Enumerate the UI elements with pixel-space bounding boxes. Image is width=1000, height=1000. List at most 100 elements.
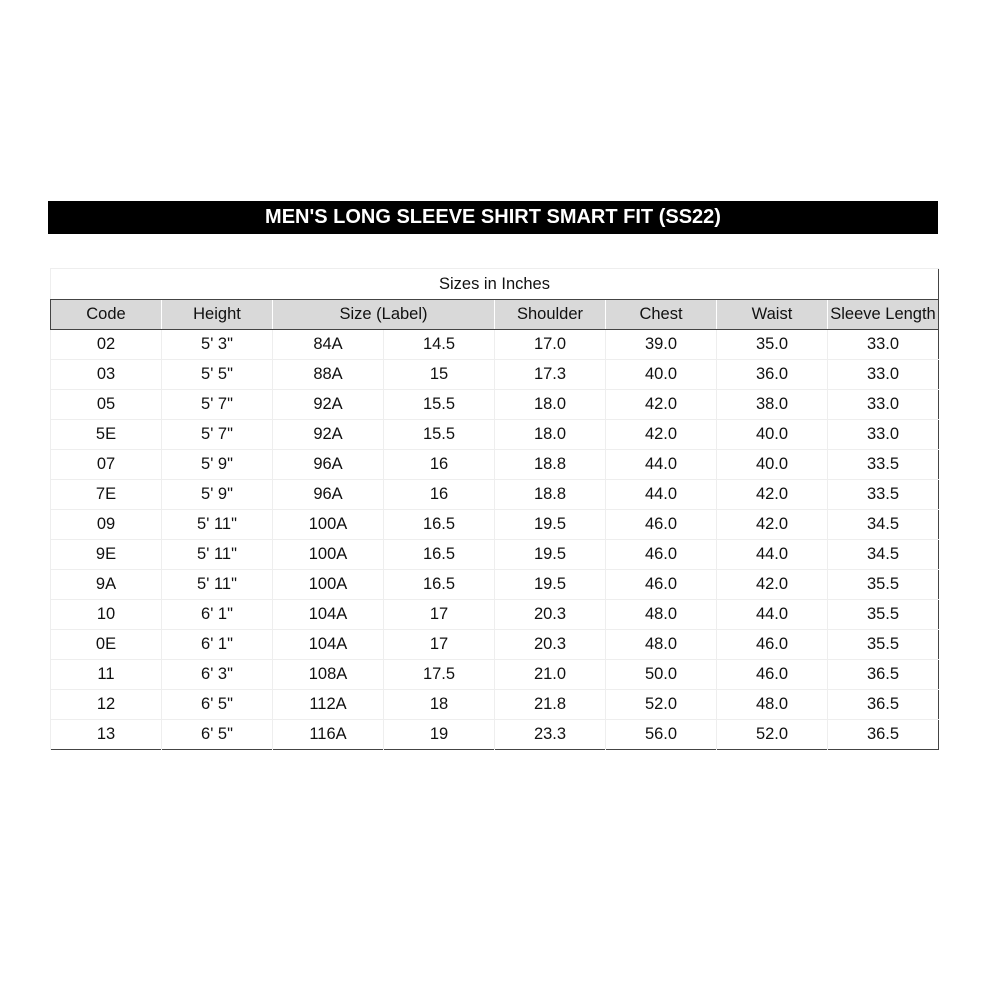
cell-size-label: 104A <box>272 629 384 660</box>
cell-code: 10 <box>50 599 162 630</box>
cell-size-label: 96A <box>272 479 384 510</box>
cell-waist: 40.0 <box>716 449 828 480</box>
chart-title: MEN'S LONG SLEEVE SHIRT SMART FIT (SS22) <box>48 201 938 234</box>
cell-sleeve-length: 33.0 <box>827 419 939 450</box>
cell-size-label: 100A <box>272 569 384 600</box>
cell-waist: 52.0 <box>716 719 828 750</box>
cell-size-number: 16.5 <box>383 569 495 600</box>
cell-code: 02 <box>50 329 162 360</box>
cell-size-label: 108A <box>272 659 384 690</box>
cell-chest: 44.0 <box>605 479 717 510</box>
cell-code: 13 <box>50 719 162 750</box>
cell-shoulder: 20.3 <box>494 629 606 660</box>
cell-sleeve-length: 33.0 <box>827 359 939 390</box>
header-code: Code <box>50 299 162 330</box>
cell-shoulder: 20.3 <box>494 599 606 630</box>
cell-chest: 46.0 <box>605 569 717 600</box>
cell-height: 5' 9" <box>161 479 273 510</box>
cell-waist: 38.0 <box>716 389 828 420</box>
cell-sleeve-length: 33.0 <box>827 389 939 420</box>
cell-size-label: 100A <box>272 539 384 570</box>
cell-size-label: 116A <box>272 719 384 750</box>
cell-shoulder: 19.5 <box>494 509 606 540</box>
cell-size-number: 15.5 <box>383 419 495 450</box>
cell-chest: 48.0 <box>605 629 717 660</box>
cell-height: 5' 7" <box>161 389 273 420</box>
cell-size-label: 112A <box>272 689 384 720</box>
cell-size-label: 84A <box>272 329 384 360</box>
cell-height: 6' 5" <box>161 719 273 750</box>
cell-shoulder: 23.3 <box>494 719 606 750</box>
table-row: 7E 5' 9" 96A 16 18.8 44.0 42.0 33.5 <box>50 479 939 510</box>
table-row: 12 6' 5" 112A 18 21.8 52.0 48.0 36.5 <box>50 689 939 720</box>
cell-shoulder: 18.0 <box>494 419 606 450</box>
cell-waist: 46.0 <box>716 659 828 690</box>
cell-sleeve-length: 33.5 <box>827 479 939 510</box>
cell-size-number: 17 <box>383 599 495 630</box>
cell-shoulder: 17.3 <box>494 359 606 390</box>
cell-height: 5' 9" <box>161 449 273 480</box>
cell-size-number: 16 <box>383 449 495 480</box>
cell-chest: 44.0 <box>605 449 717 480</box>
cell-size-number: 19 <box>383 719 495 750</box>
cell-chest: 40.0 <box>605 359 717 390</box>
cell-code: 12 <box>50 689 162 720</box>
cell-code: 05 <box>50 389 162 420</box>
cell-shoulder: 19.5 <box>494 569 606 600</box>
cell-waist: 40.0 <box>716 419 828 450</box>
table-header-row: Code Height Size (Label) Shoulder Chest … <box>50 299 939 330</box>
cell-waist: 42.0 <box>716 569 828 600</box>
cell-height: 6' 1" <box>161 629 273 660</box>
table-row: 10 6' 1" 104A 17 20.3 48.0 44.0 35.5 <box>50 599 939 630</box>
cell-waist: 44.0 <box>716 539 828 570</box>
header-height: Height <box>161 299 273 330</box>
table-row: 0E 6' 1" 104A 17 20.3 48.0 46.0 35.5 <box>50 629 939 660</box>
cell-height: 5' 11" <box>161 509 273 540</box>
cell-size-label: 100A <box>272 509 384 540</box>
cell-size-label: 92A <box>272 419 384 450</box>
cell-sleeve-length: 35.5 <box>827 629 939 660</box>
cell-shoulder: 18.8 <box>494 479 606 510</box>
cell-sleeve-length: 36.5 <box>827 689 939 720</box>
cell-waist: 36.0 <box>716 359 828 390</box>
cell-size-number: 18 <box>383 689 495 720</box>
cell-chest: 52.0 <box>605 689 717 720</box>
cell-sleeve-length: 36.5 <box>827 659 939 690</box>
cell-code: 0E <box>50 629 162 660</box>
cell-chest: 46.0 <box>605 509 717 540</box>
table-row: 02 5' 3" 84A 14.5 17.0 39.0 35.0 33.0 <box>50 329 939 360</box>
cell-height: 5' 5" <box>161 359 273 390</box>
cell-code: 7E <box>50 479 162 510</box>
table-row: 5E 5' 7" 92A 15.5 18.0 42.0 40.0 33.0 <box>50 419 939 450</box>
cell-waist: 35.0 <box>716 329 828 360</box>
cell-code: 09 <box>50 509 162 540</box>
cell-chest: 42.0 <box>605 419 717 450</box>
cell-code: 03 <box>50 359 162 390</box>
cell-code: 11 <box>50 659 162 690</box>
cell-code: 9A <box>50 569 162 600</box>
size-table: Sizes in Inches Code Height Size (Label)… <box>50 268 939 750</box>
cell-size-number: 16.5 <box>383 509 495 540</box>
cell-sleeve-length: 36.5 <box>827 719 939 750</box>
cell-shoulder: 21.8 <box>494 689 606 720</box>
table-row: 13 6' 5" 116A 19 23.3 56.0 52.0 36.5 <box>50 719 939 750</box>
table-row: 11 6' 3" 108A 17.5 21.0 50.0 46.0 36.5 <box>50 659 939 690</box>
cell-size-number: 15 <box>383 359 495 390</box>
table-row: 9E 5' 11" 100A 16.5 19.5 46.0 44.0 34.5 <box>50 539 939 570</box>
cell-size-number: 16 <box>383 479 495 510</box>
cell-sleeve-length: 34.5 <box>827 539 939 570</box>
cell-shoulder: 18.8 <box>494 449 606 480</box>
header-sleeve-length: Sleeve Length <box>827 299 939 330</box>
cell-sleeve-length: 34.5 <box>827 509 939 540</box>
table-row: 05 5' 7" 92A 15.5 18.0 42.0 38.0 33.0 <box>50 389 939 420</box>
cell-waist: 44.0 <box>716 599 828 630</box>
cell-height: 6' 1" <box>161 599 273 630</box>
cell-waist: 42.0 <box>716 509 828 540</box>
cell-sleeve-length: 33.5 <box>827 449 939 480</box>
cell-shoulder: 21.0 <box>494 659 606 690</box>
header-chest: Chest <box>605 299 717 330</box>
cell-size-label: 96A <box>272 449 384 480</box>
cell-code: 5E <box>50 419 162 450</box>
cell-sleeve-length: 35.5 <box>827 599 939 630</box>
cell-chest: 42.0 <box>605 389 717 420</box>
